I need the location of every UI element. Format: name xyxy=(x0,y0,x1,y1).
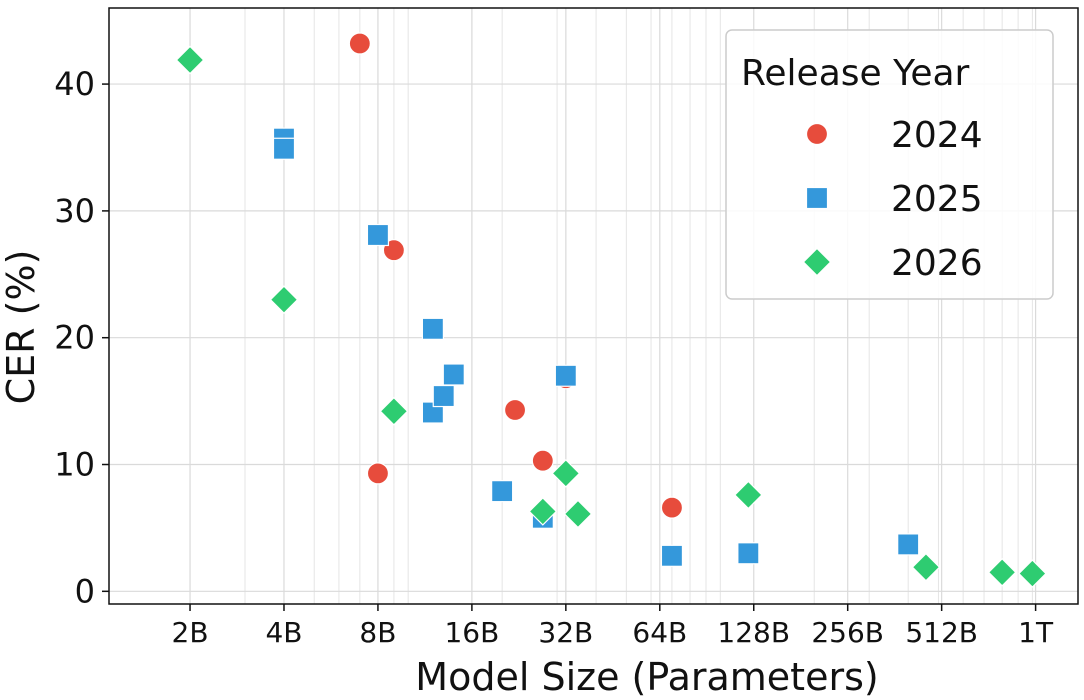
data-point-2025 xyxy=(897,533,920,556)
y-tick-label: 20 xyxy=(54,319,95,357)
y-tick-label: 40 xyxy=(54,65,95,103)
legend-marker-2026 xyxy=(802,247,832,277)
data-point-2026 xyxy=(563,499,593,529)
y-tick-label: 30 xyxy=(54,192,95,230)
legend-marker-2024 xyxy=(805,122,829,146)
legend-label-2024: 2024 xyxy=(891,115,983,156)
x-tick-label: 1T xyxy=(1018,616,1054,649)
data-point-2025 xyxy=(442,363,465,386)
series-2026 xyxy=(175,45,1047,588)
x-axis-label: Model Size (Parameters) xyxy=(415,655,878,699)
data-point-2026 xyxy=(175,45,205,75)
plot-frame xyxy=(108,7,1079,605)
x-axis-ticks: 2B 4B 8B 16B 32B 64B 128B 256B 512B 1T xyxy=(172,604,1054,649)
x-tick-label: 64B xyxy=(632,616,687,649)
legend: Release Year 2024 2025 2026 xyxy=(725,29,1054,300)
data-point-2024 xyxy=(348,32,371,55)
data-point-2026 xyxy=(1018,559,1047,588)
legend-label-2025: 2025 xyxy=(891,179,983,220)
x-tick-label: 8B xyxy=(359,616,396,649)
x-tick-label: 32B xyxy=(538,616,593,649)
data-point-2026 xyxy=(269,285,299,315)
series-2025 xyxy=(272,127,920,567)
data-point-2026 xyxy=(911,552,941,582)
x-tick-label: 256B xyxy=(811,616,884,649)
data-point-2025 xyxy=(366,223,390,247)
data-point-2026 xyxy=(734,480,763,510)
data-point-2026 xyxy=(379,396,409,426)
data-point-2025 xyxy=(660,544,684,567)
data-point-2025 xyxy=(737,542,760,565)
y-axis-ticks: 0 10 20 30 40 xyxy=(54,65,109,610)
series-2024 xyxy=(348,32,684,519)
data-point-2025 xyxy=(491,480,514,503)
data-point-2024 xyxy=(503,398,527,422)
x-tick-label: 512B xyxy=(905,616,978,649)
x-tick-label: 2B xyxy=(172,616,209,649)
y-axis-label: CER (%) xyxy=(0,250,43,405)
data-points xyxy=(175,32,1047,588)
data-point-2024 xyxy=(660,496,684,519)
data-point-2025 xyxy=(432,384,455,408)
data-point-2024 xyxy=(531,449,554,472)
x-tick-label: 4B xyxy=(265,616,302,649)
legend-box xyxy=(725,29,1054,300)
data-point-2025 xyxy=(554,364,577,387)
data-point-2026 xyxy=(987,557,1017,587)
data-point-2025 xyxy=(272,137,296,160)
legend-label-2026: 2026 xyxy=(891,243,983,284)
data-point-2025 xyxy=(421,317,444,340)
x-tick-label: 128B xyxy=(717,616,790,649)
x-tick-label: 16B xyxy=(444,616,499,649)
data-point-2024 xyxy=(366,462,390,485)
y-tick-label: 10 xyxy=(54,446,95,484)
data-point-2026 xyxy=(528,497,558,526)
y-tick-label: 0 xyxy=(75,572,95,610)
legend-marker-2025 xyxy=(805,186,829,210)
data-point-2026 xyxy=(551,459,581,488)
legend-title: Release Year xyxy=(741,53,970,94)
